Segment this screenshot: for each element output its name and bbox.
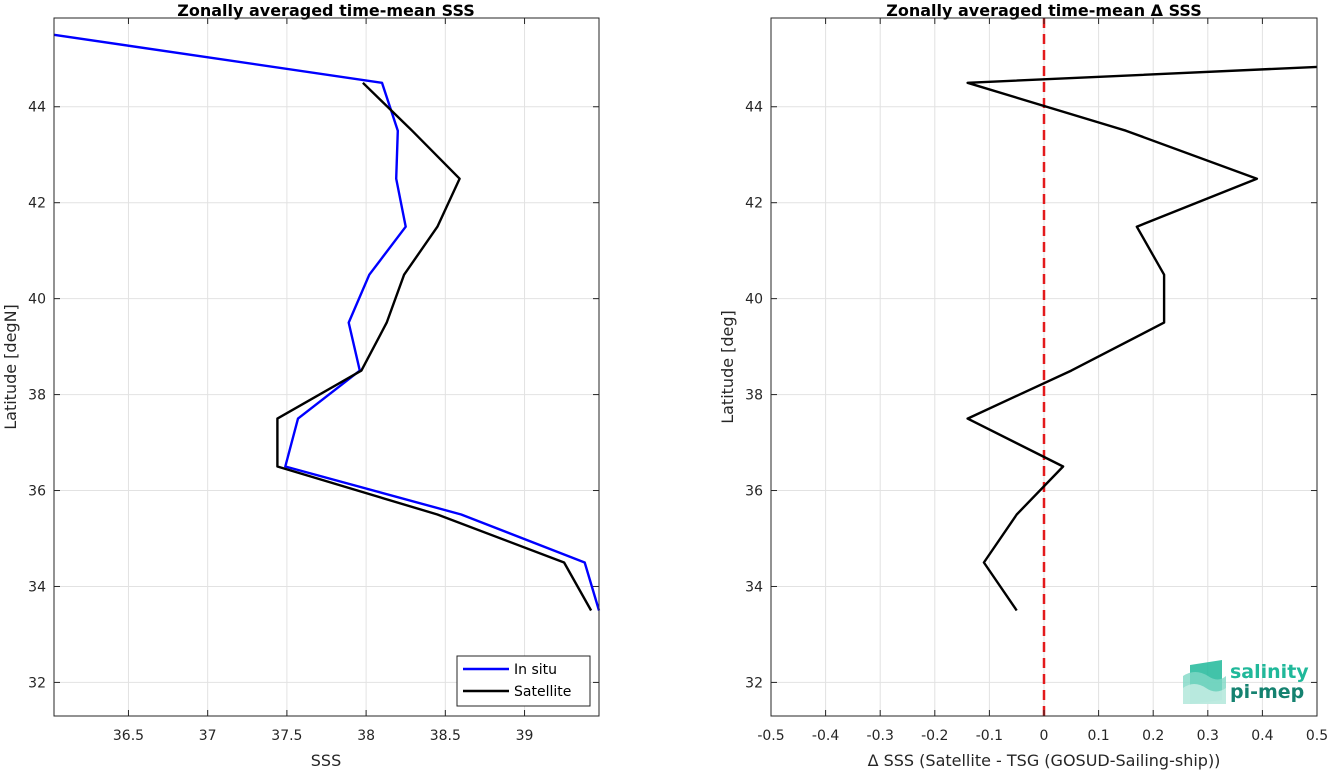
y-tick-label: 44 (745, 100, 763, 116)
x-tick-label: 0.2 (1142, 728, 1164, 744)
sss-x-axis-label: SSS (311, 751, 341, 770)
x-tick-label: -0.5 (757, 728, 784, 744)
x-tick-label: -0.2 (921, 728, 948, 744)
x-tick-label: 0.4 (1251, 728, 1273, 744)
legend: In situ Satellite (456, 655, 591, 707)
y-tick-label: 36 (745, 484, 763, 500)
sss-axes-box (53, 17, 600, 717)
series-line-in-situ (53, 33, 601, 611)
x-tick-label: 36.5 (113, 728, 144, 744)
y-tick-label: 32 (28, 675, 46, 691)
y-tick-label: 34 (28, 579, 46, 595)
x-tick-label: 0.5 (1306, 728, 1328, 744)
legend-label-satellite: Satellite (514, 684, 571, 700)
logo-text-pi-mep: pi-mep (1230, 681, 1304, 703)
x-tick-label: -0.4 (812, 728, 839, 744)
sss-chart-title: Zonally averaged time-mean SSS (177, 1, 475, 20)
sss-series (53, 33, 601, 612)
y-tick-label: 42 (745, 196, 763, 212)
y-tick-label: 40 (745, 292, 763, 308)
y-tick-label: 38 (28, 388, 46, 404)
x-tick-label: 37 (199, 728, 217, 744)
delta-sss-chart-title: Zonally averaged time-mean Δ SSS (886, 1, 1202, 20)
x-tick-label: 0.3 (1197, 728, 1219, 744)
delta-sss-panel: Zonally averaged time-mean Δ SSS -0.5 -0.… (718, 1, 1328, 770)
y-tick-label: 42 (28, 196, 46, 212)
delta-sss-y-ticks: 32 34 36 38 40 42 44 (745, 100, 1317, 691)
x-tick-label: 39 (516, 728, 534, 744)
x-tick-label: 38 (357, 728, 375, 744)
sss-panel: Zonally averaged time-mean SSS 36.5 37 37.… (1, 1, 601, 770)
x-tick-label: 38.5 (430, 728, 461, 744)
x-tick-label: 0.1 (1087, 728, 1109, 744)
y-tick-label: 38 (745, 388, 763, 404)
series-line-delta-sss (966, 65, 1318, 612)
logo-text-salinity: salinity (1230, 661, 1309, 683)
legend-box (456, 655, 591, 707)
y-tick-label: 32 (745, 675, 763, 691)
delta-sss-x-ticks: -0.5 -0.4 -0.3 -0.2 -0.1 0 0.1 0.2 0.3 0.4 0.5 (757, 18, 1328, 744)
y-tick-label: 40 (28, 292, 46, 308)
sss-x-ticks: 36.5 37 37.5 38 38.5 39 (113, 18, 534, 744)
series-line-satellite (276, 81, 593, 612)
delta-sss-y-axis-label: Latitude [deg] (718, 310, 737, 424)
wave-logo-icon (1183, 660, 1226, 704)
salinity-pi-mep-logo: salinity pi-mep (1183, 660, 1309, 704)
x-tick-label: -0.3 (867, 728, 894, 744)
x-tick-label: 0 (1040, 728, 1049, 744)
sss-grid (54, 18, 599, 716)
y-tick-label: 36 (28, 484, 46, 500)
delta-sss-x-axis-label: Δ SSS (Satellite - TSG (GOSUD-Sailing-sh… (868, 751, 1221, 770)
sss-y-axis-label: Latitude [degN] (1, 304, 20, 430)
sss-y-ticks: 32 34 36 38 40 42 44 (28, 100, 599, 691)
x-tick-label: -0.1 (976, 728, 1003, 744)
delta-sss-series (966, 65, 1318, 612)
x-tick-label: 37.5 (271, 728, 302, 744)
y-tick-label: 34 (745, 579, 763, 595)
legend-label-in-situ: In situ (514, 662, 557, 678)
y-tick-label: 44 (28, 100, 46, 116)
